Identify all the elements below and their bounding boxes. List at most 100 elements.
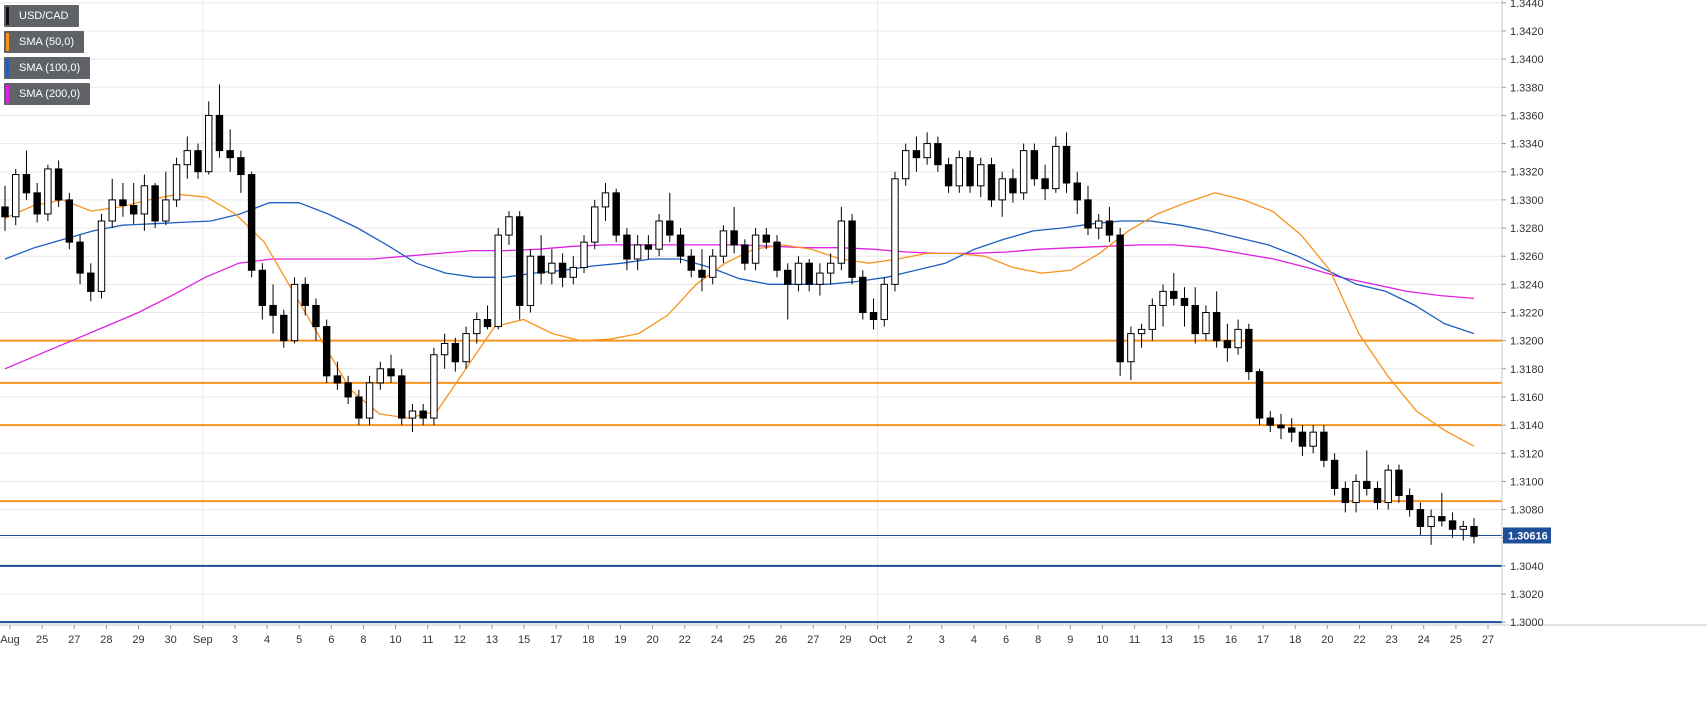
candle-body [1094,220,1103,229]
candle-body [1159,290,1167,306]
candle-body [44,168,52,215]
candle-body [1084,199,1092,229]
x-tick-label: 3 [939,634,945,646]
candle-body [741,244,749,264]
candle-body [837,220,846,264]
x-tick-label: 13 [486,634,498,646]
x-tick-label: 4 [264,634,270,646]
legend-swatch-usdcad [6,7,9,25]
candle-body [805,262,813,285]
candle-body [1427,516,1435,527]
candle-body [1373,487,1382,504]
x-tick-label: 27 [1482,634,1494,646]
candle-body [1277,424,1285,429]
candle-body [569,266,578,278]
x-tick-label: 6 [328,634,334,646]
candle-body [676,234,685,257]
candle-body [1287,427,1296,433]
candle-body [12,174,20,218]
candle-body [548,262,556,274]
candle-body [1127,333,1135,363]
candle-body [183,150,192,166]
candle-body [1363,480,1371,489]
candle-body [901,150,910,180]
candle-body [537,255,545,274]
candle-body [1459,525,1467,530]
legend-label-sma200: SMA (200,0) [19,88,81,100]
candle-body [1341,487,1350,504]
candle-body [880,283,888,321]
x-tick-label: Sep [193,634,213,646]
candle-body [505,216,513,236]
x-tick-label: 13 [1161,634,1173,646]
candle-body [440,342,449,356]
candle-body [773,241,781,271]
y-tick-label: 1.3420 [1510,26,1544,38]
y-tick-label: 1.3300 [1510,195,1544,207]
candle-body [1255,371,1264,419]
candle-body [237,157,245,176]
candle-body [194,150,202,173]
y-tick-label: 1.3360 [1510,110,1544,122]
candle-body [355,396,363,419]
axes: 1.3440 1.3420 1.3400 1.3380 1.3360 1.3340 1.33… [0,0,1707,646]
x-tick-label: 16 [1225,634,1237,646]
candle-body [312,304,320,328]
candle-body [751,234,760,264]
current-price-tag [1503,527,1551,544]
y-tick-label: 1.3040 [1510,561,1544,573]
y-tick-label: 1.3180 [1510,364,1544,376]
candle-body [655,220,663,250]
candle-body [1266,417,1274,426]
x-tick-label: 26 [775,634,787,646]
x-tick-label: 18 [1289,634,1301,646]
legend-item-sma100[interactable]: SMA (100,0) [4,57,91,79]
candle-body [1030,150,1039,180]
x-tick-label: 28 [100,634,112,646]
legend: USD/CAD SMA (50,0) SMA (100,0) SMA (200,… [4,5,91,109]
x-tick-label: 12 [454,634,466,646]
candle-body [1223,340,1232,349]
candle-body [601,192,610,208]
current-price-label: 1.30616 [1508,530,1548,542]
candle-body [1116,234,1124,363]
candle-body [1009,178,1017,194]
candle-body [977,164,985,187]
candle-body [1470,525,1478,537]
x-tick-label: 30 [165,634,177,646]
candle-body [1191,304,1199,335]
candle-body [1320,431,1328,461]
candle-body [708,255,717,278]
candle-body [1202,312,1210,335]
x-tick-label: 10 [1096,634,1108,646]
candle-body [1062,145,1071,184]
candle-body [65,199,74,243]
candle-body [687,255,695,271]
candle-body [912,150,921,159]
legend-item-sma200[interactable]: SMA (200,0) [4,83,91,105]
x-tick-label: 5 [296,634,302,646]
y-tick-label: 1.3100 [1510,476,1544,488]
candle-body [172,164,181,201]
candle-body [1309,431,1317,447]
candle-body [97,220,106,292]
x-tick-label: 2 [907,634,913,646]
legend-item-usdcad[interactable]: USD/CAD [4,5,79,27]
candle-body [87,272,95,292]
legend-item-sma50[interactable]: SMA (50,0) [4,31,85,53]
candle-body [633,244,642,260]
candle-body [784,269,792,285]
candle-body [1298,431,1307,447]
y-tick-label: 1.3340 [1510,139,1544,151]
candle-body [955,157,964,187]
x-tick-label: 9 [1067,634,1073,646]
candle-body [966,157,974,187]
y-tick-label: 1.3220 [1510,308,1544,320]
x-tick-label: 22 [679,634,691,646]
candle-body [129,205,138,215]
legend-swatch-sma100 [6,59,9,77]
candle-body [301,283,309,306]
candle-body [1180,297,1189,306]
y-tick-label: 1.3000 [1510,617,1544,629]
